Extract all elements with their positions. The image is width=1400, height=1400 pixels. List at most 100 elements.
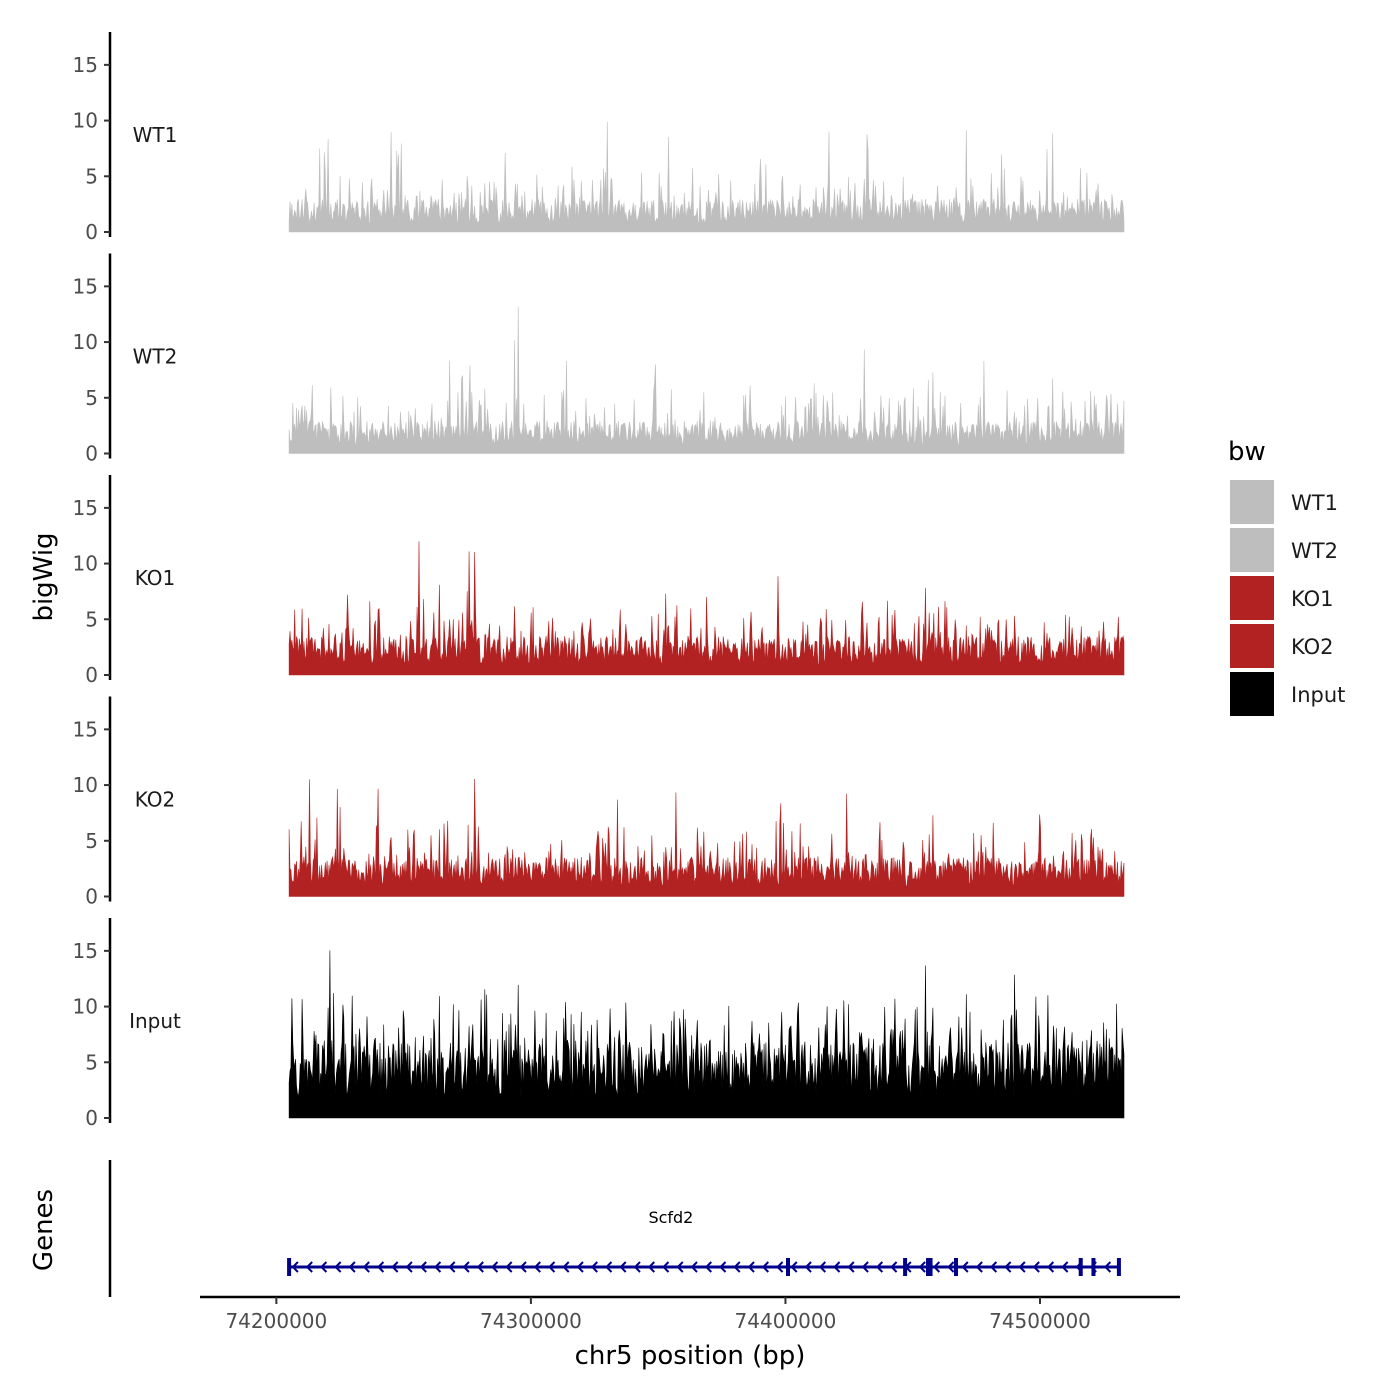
y-tick-label: 0 bbox=[85, 220, 98, 244]
exon-mark bbox=[926, 1258, 930, 1276]
y-tick-label: 15 bbox=[73, 274, 98, 298]
exon-mark bbox=[903, 1258, 908, 1276]
y-tick-label: 5 bbox=[85, 1050, 98, 1074]
y-tick-label: 10 bbox=[73, 773, 98, 797]
strand-arrow-icon bbox=[676, 1261, 684, 1273]
legend-label: WT2 bbox=[1291, 539, 1338, 563]
y-axis-title: bigWig bbox=[29, 532, 59, 621]
legend-title: bw bbox=[1228, 437, 1266, 467]
legend-label: WT1 bbox=[1291, 491, 1338, 515]
legend-item-ko1: KO1 bbox=[1230, 576, 1334, 620]
strand-arrow-icon bbox=[776, 1261, 784, 1273]
track-panels: 0 5 10 15 WT1 0 5 10 15 WT2 0 5 10 15 KO1 0 5 10 15 KO2 0 5 10… bbox=[73, 32, 1125, 1130]
strand-arrow-icon bbox=[875, 1261, 884, 1273]
strand-arrow-icon bbox=[1018, 1261, 1026, 1273]
y-tick-label: 15 bbox=[73, 496, 98, 520]
strand-arrow-icon bbox=[975, 1261, 983, 1273]
signal-area-input bbox=[288, 950, 1125, 1119]
track-ko1: 0 5 10 15 KO1 bbox=[73, 475, 1125, 687]
exon-mark bbox=[1116, 1258, 1121, 1276]
track-label: WT1 bbox=[133, 123, 178, 147]
signal-area-wt1 bbox=[288, 121, 1125, 233]
strand-arrow-icon bbox=[334, 1261, 342, 1273]
y-tick-label: 10 bbox=[73, 330, 98, 354]
strand-arrow-icon bbox=[861, 1261, 869, 1273]
y-tick-label: 10 bbox=[73, 109, 98, 133]
strand-arrow-icon bbox=[505, 1261, 513, 1273]
y-tick-label: 15 bbox=[73, 939, 98, 963]
strand-arrow-icon bbox=[405, 1261, 413, 1273]
y-tick-label: 5 bbox=[85, 607, 98, 631]
strand-arrow-icon bbox=[1104, 1261, 1112, 1273]
exon-mark bbox=[786, 1258, 790, 1276]
strand-arrow-icon bbox=[747, 1261, 755, 1273]
strand-arrow-icon bbox=[804, 1261, 812, 1273]
strand-arrow-icon bbox=[961, 1261, 969, 1273]
strand-arrow-icon bbox=[947, 1261, 955, 1273]
track-input: 0 5 10 15 Input bbox=[73, 918, 1125, 1130]
y-tick-label: 0 bbox=[85, 1106, 98, 1130]
strand-arrow-icon bbox=[291, 1261, 299, 1273]
exon-mark bbox=[928, 1258, 933, 1276]
signal-area-wt2 bbox=[288, 306, 1125, 454]
strand-arrow-icon bbox=[989, 1261, 998, 1273]
y-tick-label: 5 bbox=[85, 829, 98, 853]
legend-swatch bbox=[1230, 624, 1274, 668]
y-tick-label: 0 bbox=[85, 885, 98, 909]
gene-name-label: Scfd2 bbox=[648, 1208, 693, 1227]
legend-item-input: Input bbox=[1230, 672, 1345, 716]
strand-arrow-icon bbox=[576, 1261, 584, 1273]
strand-arrow-icon bbox=[690, 1261, 698, 1273]
x-tick-label: 74400000 bbox=[735, 1309, 837, 1333]
y-tick-label: 10 bbox=[73, 995, 98, 1019]
strand-arrow-icon bbox=[519, 1261, 527, 1273]
genes-axis-title: Genes bbox=[29, 1189, 59, 1271]
strand-arrow-icon bbox=[476, 1261, 484, 1273]
y-tick-label: 10 bbox=[73, 552, 98, 576]
exon-mark bbox=[287, 1258, 292, 1276]
strand-arrow-icon bbox=[548, 1261, 556, 1273]
y-tick-label: 0 bbox=[85, 442, 98, 466]
track-wt2: 0 5 10 15 WT2 bbox=[73, 253, 1125, 466]
strand-arrow-icon bbox=[562, 1261, 570, 1273]
strand-arrow-icon bbox=[605, 1261, 613, 1273]
strand-arrow-icon bbox=[305, 1261, 313, 1273]
strand-arrow-icon bbox=[733, 1261, 741, 1273]
x-axis: 74200000 74300000 74400000 74500000 bbox=[200, 1295, 1180, 1333]
signal-area-ko1 bbox=[288, 541, 1125, 676]
strand-arrow-icon bbox=[590, 1261, 598, 1273]
track-label: KO1 bbox=[135, 566, 176, 590]
x-tick-label: 74500000 bbox=[989, 1309, 1091, 1333]
y-tick-label: 5 bbox=[85, 386, 98, 410]
strand-arrow-icon bbox=[391, 1261, 399, 1273]
strand-arrow-icon bbox=[377, 1261, 385, 1273]
strand-arrow-icon bbox=[448, 1261, 456, 1273]
exon-mark bbox=[954, 1258, 958, 1276]
y-tick-label: 15 bbox=[73, 717, 98, 741]
x-tick-label: 74200000 bbox=[225, 1309, 327, 1333]
legend-swatch bbox=[1230, 672, 1274, 716]
legend-swatch bbox=[1230, 576, 1274, 620]
y-tick-label: 15 bbox=[73, 53, 98, 77]
strand-arrow-icon bbox=[533, 1261, 541, 1273]
strand-arrow-icon bbox=[847, 1261, 855, 1273]
strand-arrow-icon bbox=[1004, 1261, 1012, 1273]
strand-arrow-icon bbox=[647, 1261, 655, 1273]
strand-arrow-icon bbox=[1032, 1261, 1040, 1273]
strand-arrow-icon bbox=[1061, 1261, 1069, 1273]
strand-arrow-icon bbox=[704, 1261, 712, 1273]
strand-arrow-icon bbox=[890, 1261, 898, 1273]
strand-arrow-icon bbox=[790, 1261, 798, 1273]
strand-arrow-icon bbox=[633, 1261, 641, 1273]
legend: bw WT1 WT2 KO1 KO2 Input bbox=[1228, 437, 1345, 716]
strand-arrow-icon bbox=[818, 1261, 827, 1273]
legend-swatch bbox=[1230, 528, 1274, 572]
track-ko2: 0 5 10 15 KO2 bbox=[73, 696, 1125, 909]
signal-area-ko2 bbox=[288, 778, 1125, 897]
strand-arrow-icon bbox=[761, 1261, 770, 1273]
x-axis-title: chr5 position (bp) bbox=[575, 1341, 806, 1371]
strand-arrow-icon bbox=[434, 1261, 442, 1273]
y-tick-label: 0 bbox=[85, 663, 98, 687]
strand-arrow-icon bbox=[619, 1261, 627, 1273]
